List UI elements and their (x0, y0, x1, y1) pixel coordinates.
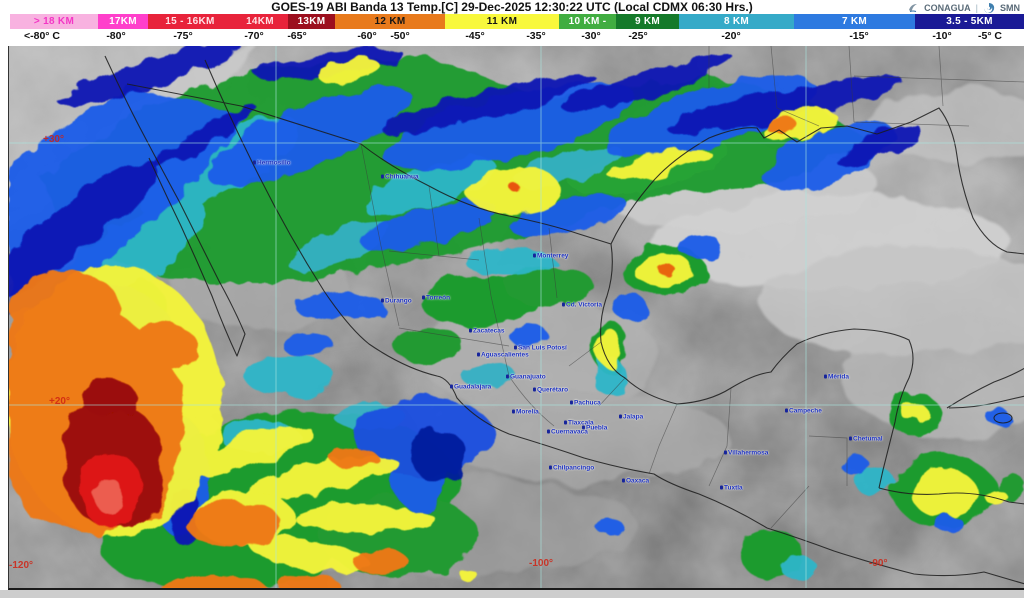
temp-tick-3: -70° (244, 30, 264, 42)
cloud-height-legend: > 18 KM 17KM 15 - 16KM 14KM 13KM 12 KM 11 KM 10… (10, 14, 1024, 29)
temp-tick-8: -35° (526, 30, 546, 42)
temperature-scale: <-80° C -80° -75° -70° -65° -60° -50° -45° -35° -… (0, 29, 1024, 46)
conagua-logo-text: CONAGUA (924, 2, 971, 13)
temp-tick-11: -20° (721, 30, 741, 42)
legend-segment-9: 8 KM (679, 14, 794, 29)
legend-segment-0: > 18 KM (10, 14, 98, 29)
legend-segment-5: 12 KM (335, 14, 445, 29)
temp-tick-1: -80° (106, 30, 126, 42)
satellite-map: +30° +20° -120° -100° -90° Hermosillo Chihuah… (8, 46, 1024, 590)
temp-tick-6: -50° (390, 30, 410, 42)
temp-tick-10: -25° (628, 30, 648, 42)
smn-logo-text: SMN (1000, 2, 1020, 13)
temp-tick-0: <-80° C (23, 30, 61, 42)
temp-tick-2: -75° (173, 30, 193, 42)
legend-segment-10: 7 KM (794, 14, 915, 29)
agency-logos: CONAGUA | SMN (907, 1, 1020, 14)
conagua-logo-icon (909, 3, 918, 12)
legend-segment-2: 15 - 16KM (148, 14, 232, 29)
smn-logo-icon (984, 2, 995, 13)
legend-segment-1: 17KM (98, 14, 148, 29)
legend-segment-11: 3.5 - 5KM (915, 14, 1024, 29)
bottom-margin (0, 590, 1024, 598)
page-title: GOES-19 ABI Banda 13 Temp.[C] 29-Dec-202… (271, 0, 753, 14)
satellite-imagery (9, 46, 1024, 588)
legend-segment-7: 10 KM - (559, 14, 616, 29)
temp-tick-4: -65° (287, 30, 307, 42)
legend-segment-6: 11 KM (445, 14, 559, 29)
temp-tick-7: -45° (465, 30, 485, 42)
legend-segment-8: 9 KM (616, 14, 679, 29)
legend-segment-3: 14KM (232, 14, 288, 29)
logo-separator: | (975, 2, 978, 13)
temp-tick-14: -5° C (977, 30, 1003, 42)
temp-tick-5: -60° (357, 30, 377, 42)
temp-tick-9: -30° (581, 30, 601, 42)
temp-tick-13: -10° (932, 30, 952, 42)
temp-tick-12: -15° (849, 30, 869, 42)
legend-segment-4: 13KM (288, 14, 335, 29)
